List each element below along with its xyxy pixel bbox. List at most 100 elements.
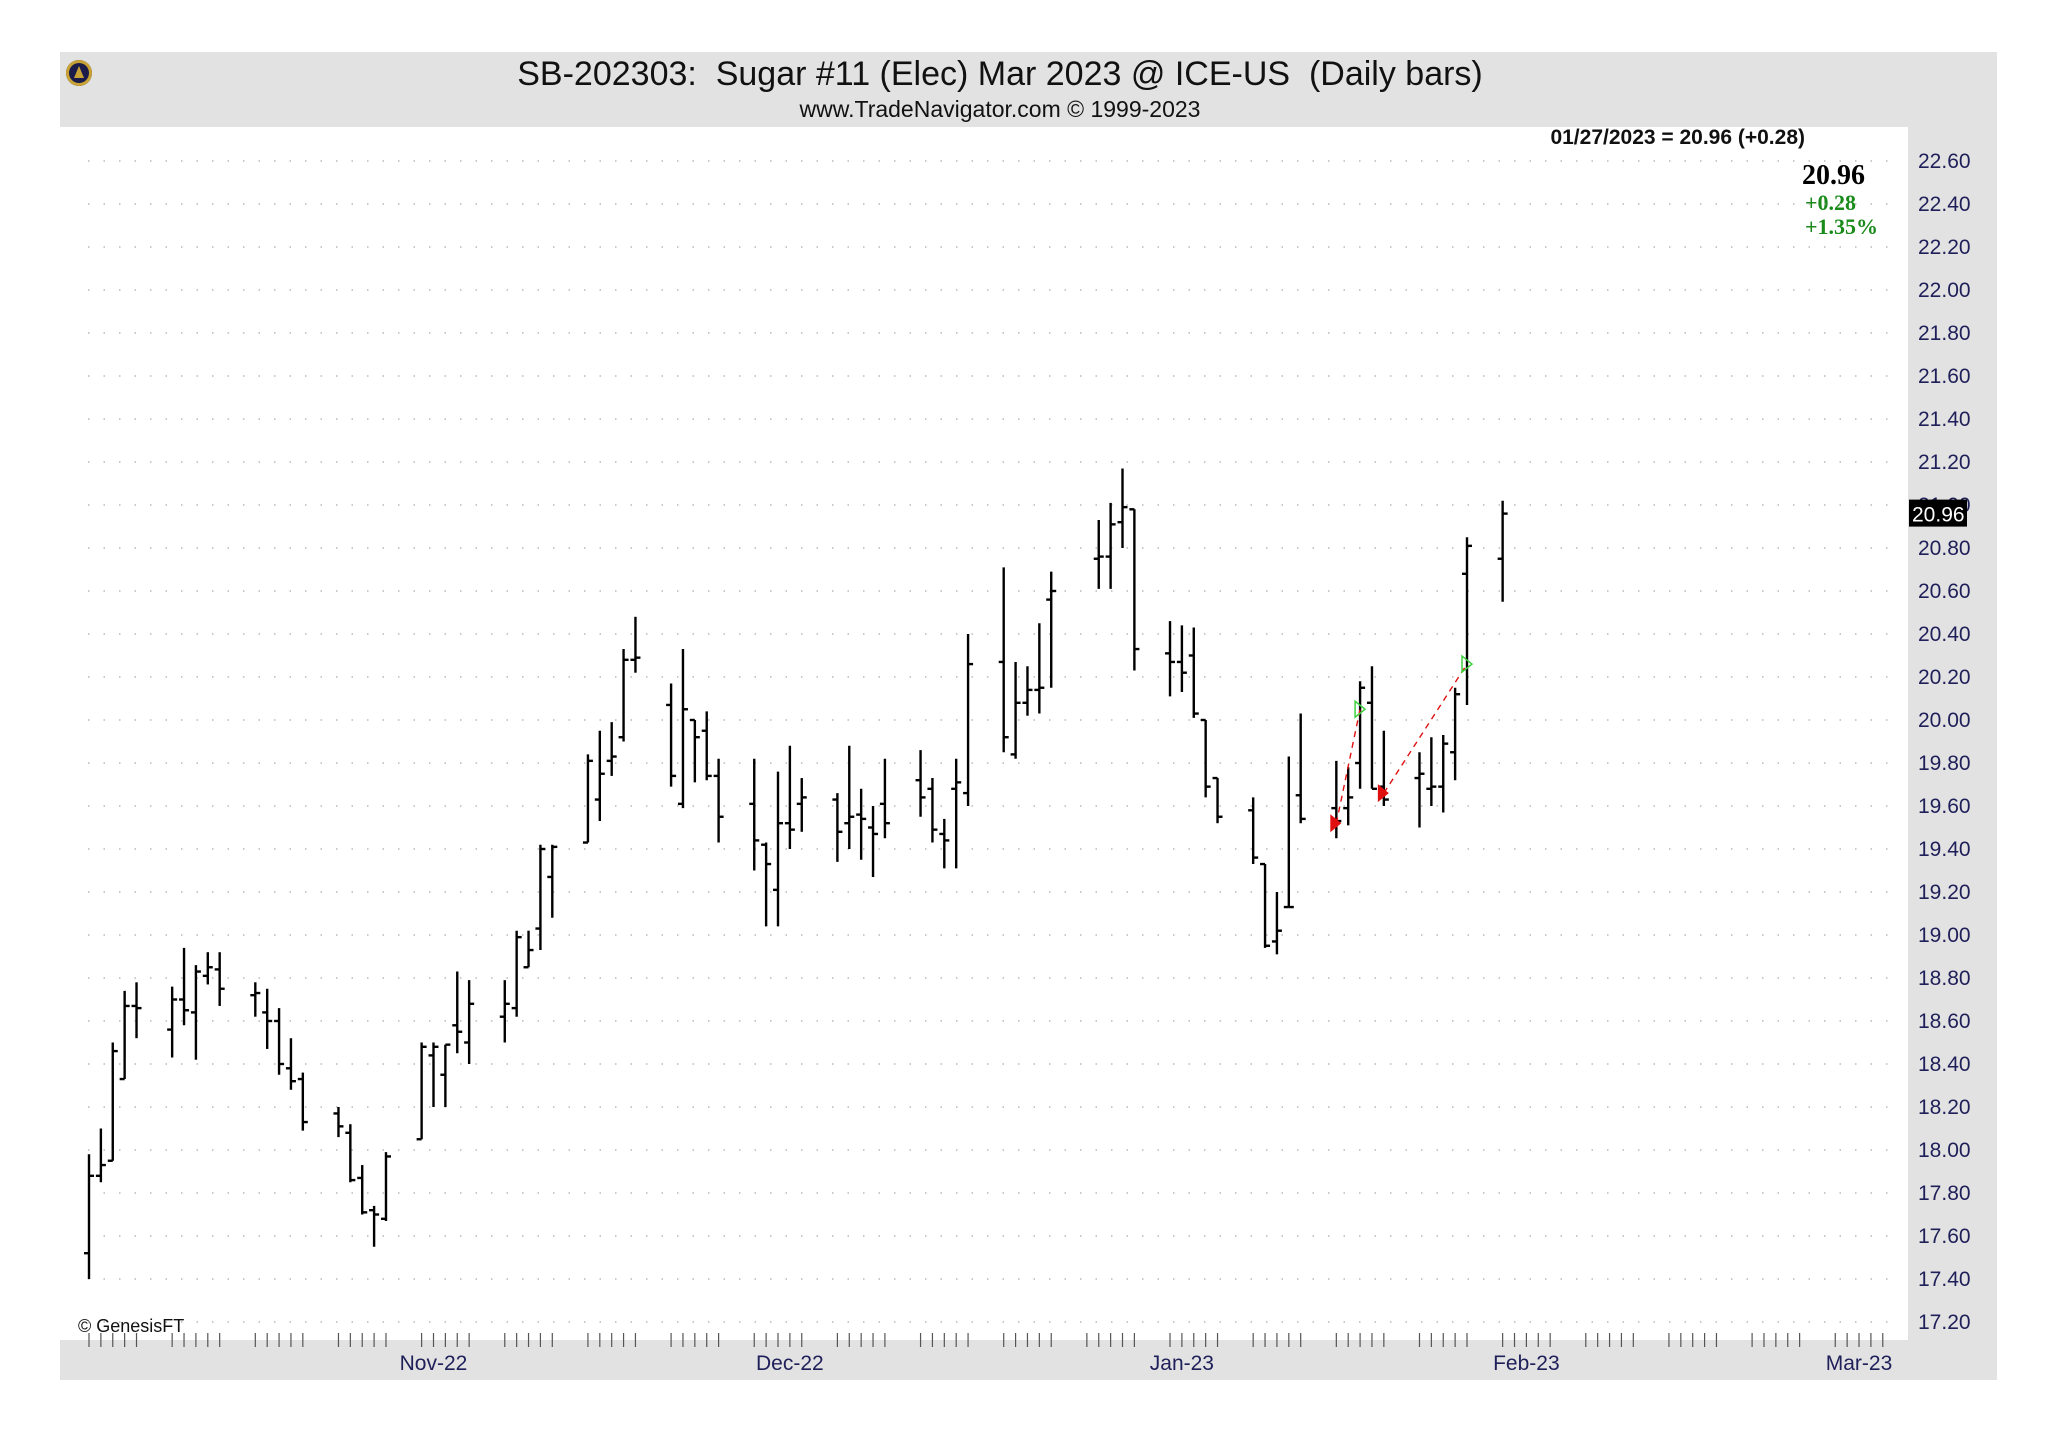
ohlc-bar[interactable]	[832, 793, 843, 862]
y-tick-label: 20.00	[1918, 709, 1971, 732]
ohlc-bar[interactable]	[1260, 862, 1271, 948]
x-tick-label: Nov-22	[400, 1352, 468, 1375]
ohlc-bar[interactable]	[856, 788, 867, 860]
ohlc-bar[interactable]	[713, 758, 724, 843]
last-price-box	[1909, 499, 1967, 527]
ohlc-bar[interactable]	[1010, 661, 1021, 759]
ohlc-bar[interactable]	[416, 1042, 427, 1141]
ohlc-bar[interactable]	[1438, 735, 1449, 813]
ohlc-bar[interactable]	[1212, 776, 1223, 824]
ohlc-bar[interactable]	[499, 980, 510, 1043]
ohlc-bar[interactable]	[1497, 500, 1508, 602]
ohlc-bar[interactable]	[511, 930, 522, 1017]
ohlc-bar[interactable]	[369, 1205, 380, 1247]
trade-navigator-logo-icon[interactable]	[66, 60, 92, 86]
ohlc-bar[interactable]	[214, 952, 225, 1006]
y-tick-label: 19.40	[1918, 838, 1971, 861]
y-tick-label: 22.20	[1918, 236, 1971, 259]
ohlc-bar[interactable]	[345, 1124, 356, 1183]
ohlc-bar[interactable]	[107, 1042, 118, 1162]
ohlc-bar[interactable]	[1117, 468, 1128, 548]
ohlc-bar[interactable]	[1248, 797, 1259, 865]
ohlc-bar[interactable]	[630, 616, 641, 673]
ohlc-bar[interactable]	[285, 1038, 296, 1090]
ohlc-bar[interactable]	[939, 818, 950, 869]
ohlc-bar[interactable]	[262, 988, 273, 1049]
plot-area[interactable]	[60, 127, 1908, 1340]
ohlc-bar[interactable]	[1046, 571, 1057, 688]
ohlc-bar[interactable]	[179, 947, 190, 1026]
ohlc-bar[interactable]	[1271, 892, 1282, 955]
ohlc-bar[interactable]	[1093, 520, 1104, 589]
ohlc-bar[interactable]	[428, 1042, 439, 1108]
ohlc-bar[interactable]	[1129, 508, 1140, 671]
x-tick-label: Mar-23	[1826, 1352, 1893, 1375]
ohlc-bar[interactable]	[606, 722, 617, 776]
ohlc-bar[interactable]	[1105, 502, 1116, 589]
ohlc-bar[interactable]	[1462, 537, 1472, 705]
ohlc-bar[interactable]	[951, 758, 962, 869]
ohlc-bar[interactable]	[84, 1154, 94, 1279]
ohlc-bar[interactable]	[380, 1152, 391, 1221]
ohlc-bar[interactable]	[594, 730, 605, 822]
ohlc-bar[interactable]	[582, 754, 593, 844]
ohlc-bar[interactable]	[666, 683, 677, 787]
y-tick-label: 17.80	[1918, 1182, 1971, 1205]
ohlc-bar[interactable]	[1426, 737, 1437, 806]
y-tick-label: 18.20	[1918, 1096, 1971, 1119]
ohlc-bar[interactable]	[773, 771, 783, 927]
ohlc-bar[interactable]	[1200, 718, 1211, 798]
ohlc-bar[interactable]	[927, 778, 938, 843]
ohlc-bar[interactable]	[95, 1128, 106, 1183]
ohlc-bar[interactable]	[879, 758, 890, 839]
ohlc-bar[interactable]	[333, 1107, 344, 1138]
ohlc-bar[interactable]	[464, 980, 475, 1064]
ohlc-bar[interactable]	[1343, 767, 1354, 826]
ohlc-bar[interactable]	[1366, 666, 1377, 790]
ohlc-bar[interactable]	[1034, 623, 1045, 714]
ohlc-bar[interactable]	[440, 1043, 451, 1107]
ohlc-bar[interactable]	[844, 745, 855, 849]
ohlc-bar[interactable]	[761, 842, 772, 927]
y-tick-label: 18.60	[1918, 1010, 1971, 1033]
ohlc-bar[interactable]	[677, 649, 688, 809]
y-tick-label: 18.00	[1918, 1139, 1971, 1162]
x-tick-label: Dec-22	[756, 1352, 824, 1375]
y-tick-label: 19.20	[1918, 881, 1971, 904]
ohlc-bar[interactable]	[167, 986, 178, 1058]
ohlc-bar[interactable]	[452, 971, 463, 1054]
ohlc-bar[interactable]	[1176, 625, 1187, 693]
ohlc-bar[interactable]	[701, 711, 712, 781]
ohlc-bar[interactable]	[190, 965, 201, 1060]
ohlc-bar[interactable]	[523, 930, 534, 969]
y-tick-label: 22.60	[1918, 150, 1971, 173]
ohlc-bar[interactable]	[998, 567, 1009, 753]
ohlc-bar[interactable]	[784, 745, 795, 849]
ohlc-bar[interactable]	[689, 718, 700, 783]
ohlc-bar[interactable]	[1414, 752, 1425, 828]
ohlc-bar[interactable]	[357, 1165, 368, 1215]
ohlc-bar[interactable]	[119, 990, 130, 1081]
ohlc-bar[interactable]	[915, 750, 926, 817]
ohlc-bar[interactable]	[1283, 756, 1294, 909]
ohlc-bar[interactable]	[274, 1008, 285, 1075]
ohlc-bar[interactable]	[618, 649, 629, 742]
ohlc-bar[interactable]	[1022, 666, 1033, 716]
ohlc-bar[interactable]	[796, 778, 807, 832]
ohlc-bar[interactable]	[868, 806, 879, 877]
ohlc-bar[interactable]	[1355, 681, 1366, 789]
y-tick-label: 19.80	[1918, 752, 1971, 775]
ohlc-bar[interactable]	[250, 982, 261, 1017]
ohlc-bar[interactable]	[547, 844, 558, 918]
ohlc-bar[interactable]	[1295, 713, 1306, 824]
ohlc-bar[interactable]	[535, 844, 546, 951]
ohlc-bar[interactable]	[749, 758, 760, 871]
ohlc-bar[interactable]	[131, 982, 142, 1039]
ohlc-bar[interactable]	[1188, 627, 1199, 718]
ohlc-bar[interactable]	[1450, 687, 1461, 781]
ohlc-bar[interactable]	[1165, 621, 1176, 697]
ohlc-bar[interactable]	[297, 1072, 308, 1131]
ohlc-bar[interactable]	[963, 634, 974, 806]
ohlc-bar[interactable]	[202, 952, 213, 985]
